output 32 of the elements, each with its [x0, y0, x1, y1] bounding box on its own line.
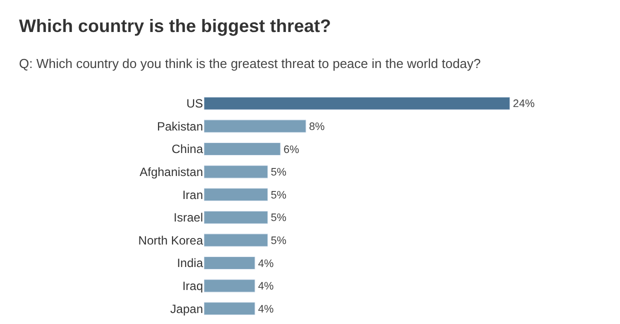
y-tick-label: Iraq — [182, 279, 203, 293]
data-label: 8% — [308, 120, 326, 133]
bar — [204, 256, 256, 270]
bar — [204, 234, 268, 247]
data-label: 5% — [270, 166, 287, 179]
y-tick-label: Japan — [170, 302, 203, 316]
chart-title: Which country is the biggest threat? — [19, 16, 332, 36]
data-label: 4% — [258, 303, 274, 316]
bar — [204, 188, 268, 202]
y-tick-label: Afghanistan — [140, 165, 203, 179]
y-tick-label: North Korea — [138, 233, 204, 248]
y-tick-label: India — [176, 256, 204, 270]
bar — [204, 120, 306, 133]
bar — [204, 210, 268, 224]
data-label: 5% — [270, 234, 287, 247]
bar — [204, 96, 510, 110]
data-label: 24% — [512, 98, 535, 110]
bar — [204, 165, 268, 178]
data-label: 6% — [283, 144, 300, 156]
data-label: 4% — [258, 280, 274, 293]
y-tick-label: China — [172, 142, 204, 156]
bar — [204, 302, 256, 316]
data-label: 5% — [270, 212, 287, 224]
bar — [204, 279, 256, 292]
data-label: 4% — [258, 258, 274, 270]
data-label: 5% — [270, 189, 287, 202]
y-tick-label: Pakistan — [156, 119, 203, 134]
y-tick-label: Iran — [182, 188, 203, 202]
y-tick-label: US — [186, 96, 203, 111]
chart-subtitle: Q: Which country do you think is the greatest threat to peace in the world today? — [19, 56, 481, 71]
bar — [204, 142, 281, 156]
y-tick-label: Israel — [174, 210, 203, 225]
